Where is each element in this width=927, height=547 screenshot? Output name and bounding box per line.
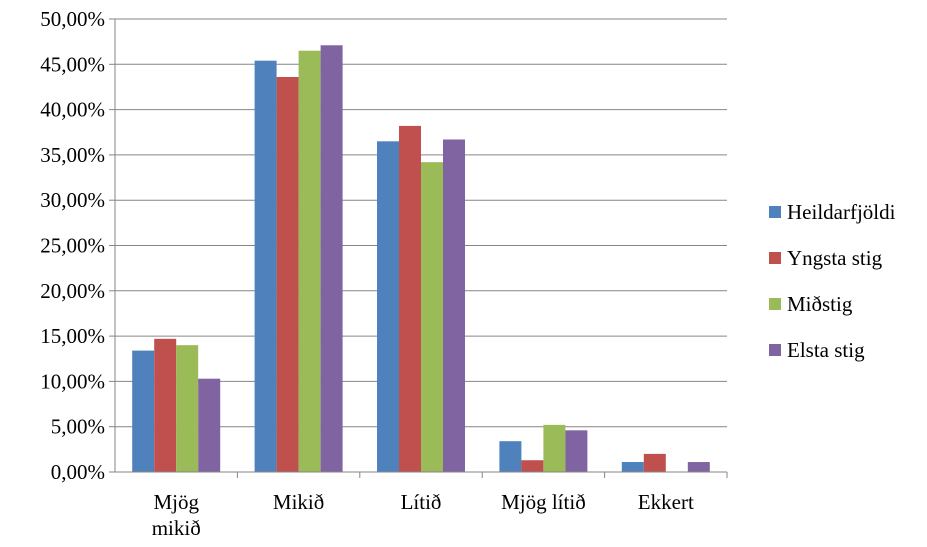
bar-yngsta-stig (521, 460, 544, 472)
legend-swatch (769, 298, 781, 310)
x-category-label: Mikið (273, 490, 324, 514)
x-category-label: Mjög (153, 490, 199, 514)
legend-swatch (769, 344, 781, 356)
bar-heildarfjöldi (499, 441, 522, 472)
bar-yngsta-stig (643, 453, 666, 472)
bar-miðstig (298, 50, 321, 473)
y-tick-label: 40,00% (40, 98, 105, 122)
bar-elsta-stig (320, 45, 343, 473)
bar-heildarfjöldi (254, 60, 277, 473)
y-tick-label: 50,00% (40, 7, 105, 31)
y-tick-label: 10,00% (40, 369, 105, 393)
bar-elsta-stig (565, 430, 588, 472)
bar-yngsta-stig (154, 338, 177, 472)
y-tick-label: 35,00% (40, 143, 105, 167)
x-category-label: mikið (152, 516, 201, 540)
y-tick-label: 25,00% (40, 234, 105, 258)
bar-yngsta-stig (276, 76, 299, 472)
y-axis-tick-labels: 0,00% 5,00% 10,00% 15,00% 20,00% 25,00% 30,00%… (40, 7, 105, 484)
y-tick-label: 45,00% (40, 52, 105, 76)
bar-elsta-stig (198, 378, 221, 472)
bar-miðstig (421, 162, 443, 472)
bar-heildarfjöldi (377, 141, 399, 472)
legend-label: Miðstig (787, 292, 853, 316)
y-tick-label: 5,00% (51, 415, 105, 439)
bar-miðstig (543, 424, 566, 472)
y-tick-label: 20,00% (40, 279, 105, 303)
legend-label: Yngsta stig (787, 246, 883, 270)
bar-yngsta-stig (399, 125, 421, 473)
bar-miðstig (176, 345, 199, 472)
bars (132, 45, 710, 473)
bar-elsta-stig (443, 139, 465, 473)
bar-heildarfjöldi (621, 462, 644, 472)
x-category-label: Ekkert (638, 490, 694, 514)
x-category-label: Mjög lítið (501, 490, 586, 514)
bar-elsta-stig (687, 462, 710, 472)
legend-swatch (769, 206, 781, 218)
legend: Heildarfjöldi Yngsta stig Miðstig Elsta sti… (769, 200, 896, 362)
axes (109, 18, 728, 478)
y-tick-label: 15,00% (40, 324, 105, 348)
bar-heildarfjöldi (132, 350, 155, 472)
legend-label: Heildarfjöldi (787, 200, 896, 224)
legend-swatch (769, 252, 781, 264)
y-tick-label: 0,00% (51, 460, 105, 484)
x-category-label: Lítið (401, 490, 442, 514)
y-tick-label: 30,00% (40, 188, 105, 212)
legend-label: Elsta stig (787, 338, 865, 362)
